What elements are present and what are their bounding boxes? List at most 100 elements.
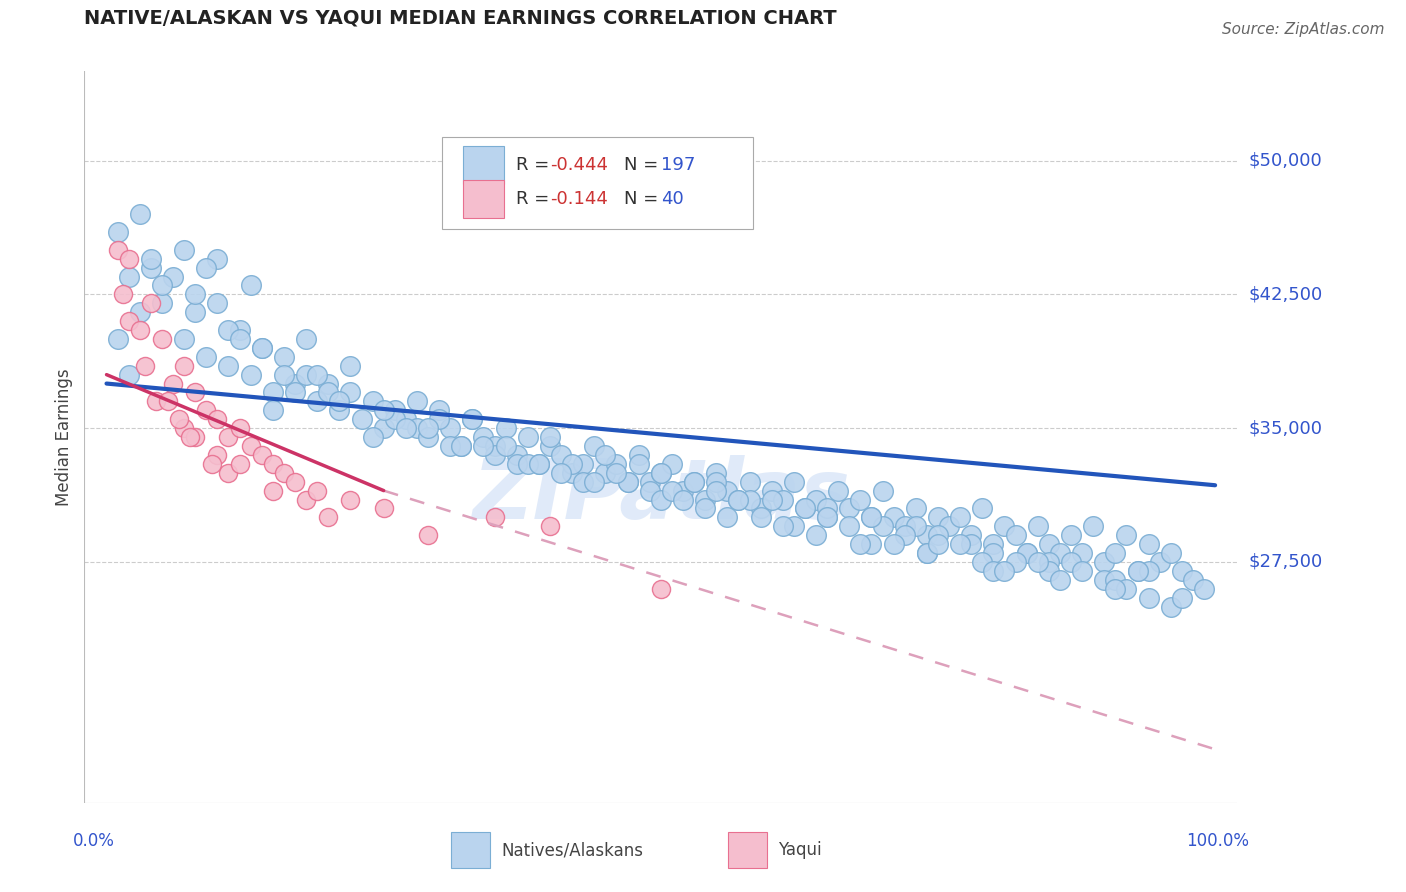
Point xyxy=(672,483,695,498)
Point xyxy=(195,403,218,417)
Point xyxy=(239,439,262,453)
Point xyxy=(316,385,339,400)
FancyBboxPatch shape xyxy=(451,832,491,868)
Point xyxy=(218,466,240,480)
Text: 0.0%: 0.0% xyxy=(73,832,115,850)
Point xyxy=(339,359,361,373)
Point xyxy=(761,483,783,498)
Point xyxy=(228,421,250,435)
Point xyxy=(650,492,672,507)
Point xyxy=(1137,564,1160,578)
Point xyxy=(794,501,817,516)
Text: Natives/Alaskans: Natives/Alaskans xyxy=(502,841,644,859)
Point xyxy=(1038,564,1060,578)
Text: $27,500: $27,500 xyxy=(1249,553,1323,571)
Point xyxy=(627,448,650,462)
Point xyxy=(250,448,273,462)
Point xyxy=(716,510,738,524)
Point xyxy=(783,519,806,533)
Point xyxy=(207,448,229,462)
Point xyxy=(439,421,461,435)
Point xyxy=(860,510,883,524)
Point xyxy=(207,252,229,266)
Point xyxy=(173,243,195,257)
Point xyxy=(927,528,949,542)
Point xyxy=(550,448,572,462)
Text: $50,000: $50,000 xyxy=(1249,152,1322,169)
Point xyxy=(1083,519,1105,533)
Point xyxy=(173,332,195,346)
Point xyxy=(583,439,606,453)
Point xyxy=(384,412,406,426)
Point xyxy=(1137,591,1160,605)
Point xyxy=(727,492,749,507)
Point xyxy=(395,421,418,435)
Point xyxy=(1015,546,1038,560)
Point xyxy=(406,421,429,435)
Point xyxy=(262,457,284,471)
Point xyxy=(195,350,218,364)
Point xyxy=(993,519,1015,533)
Point xyxy=(815,510,838,524)
Point xyxy=(516,457,538,471)
Point xyxy=(561,466,583,480)
Point xyxy=(872,483,894,498)
Point xyxy=(595,448,617,462)
Point xyxy=(538,430,561,444)
Point xyxy=(184,385,207,400)
Point xyxy=(772,519,794,533)
Point xyxy=(749,501,772,516)
Point xyxy=(284,475,307,489)
Point xyxy=(167,412,190,426)
Point xyxy=(949,510,972,524)
Point xyxy=(427,403,450,417)
Point xyxy=(538,439,561,453)
Text: NATIVE/ALASKAN VS YAQUI MEDIAN EARNINGS CORRELATION CHART: NATIVE/ALASKAN VS YAQUI MEDIAN EARNINGS … xyxy=(84,8,837,28)
Point xyxy=(207,412,229,426)
Point xyxy=(616,475,638,489)
Point xyxy=(201,457,224,471)
Point xyxy=(107,332,129,346)
Text: Source: ZipAtlas.com: Source: ZipAtlas.com xyxy=(1222,22,1385,37)
Point xyxy=(1071,564,1094,578)
Point xyxy=(904,519,927,533)
Point xyxy=(1104,582,1126,596)
Point xyxy=(112,287,135,301)
Point xyxy=(139,296,162,310)
Point xyxy=(461,412,484,426)
Point xyxy=(650,466,672,480)
Text: N =: N = xyxy=(624,190,664,208)
Point xyxy=(295,332,318,346)
Point xyxy=(439,439,461,453)
Point xyxy=(672,492,695,507)
Point xyxy=(704,475,727,489)
Point xyxy=(794,501,817,516)
Point xyxy=(384,403,406,417)
Point xyxy=(638,475,661,489)
Point xyxy=(250,341,273,355)
Point xyxy=(1026,519,1049,533)
Point xyxy=(804,528,827,542)
Point xyxy=(661,483,683,498)
Point xyxy=(650,466,672,480)
Point xyxy=(1004,528,1026,542)
Point xyxy=(616,475,638,489)
Point xyxy=(239,278,262,293)
Point xyxy=(450,439,472,453)
Point xyxy=(1115,528,1137,542)
Point xyxy=(915,546,938,560)
Point xyxy=(993,564,1015,578)
Point xyxy=(228,332,250,346)
Point xyxy=(506,448,529,462)
Point xyxy=(572,457,595,471)
Point xyxy=(316,376,339,391)
Point xyxy=(883,510,905,524)
Point xyxy=(927,537,949,551)
Point xyxy=(1049,546,1071,560)
Point xyxy=(683,475,706,489)
Point xyxy=(228,457,250,471)
Point xyxy=(1038,537,1060,551)
Point xyxy=(427,412,450,426)
Point xyxy=(849,492,872,507)
Point xyxy=(572,475,595,489)
